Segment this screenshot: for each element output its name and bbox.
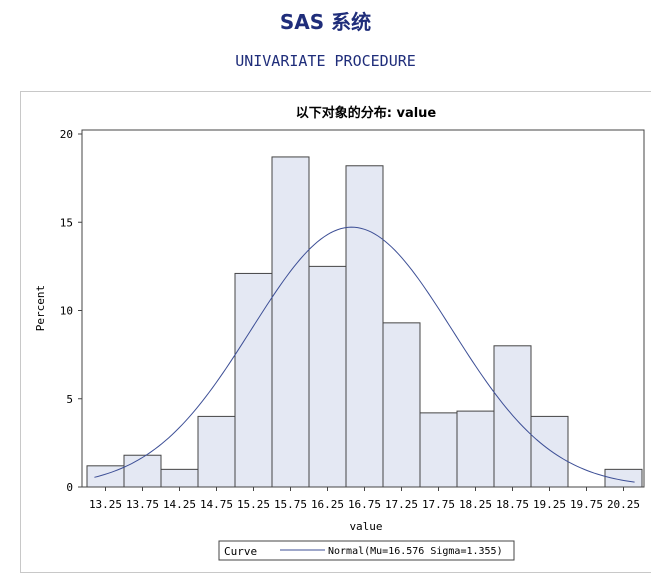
bar-14.25	[160, 468, 199, 488]
x-axis: 13.25 13.75 14.25 14.75 15.25 15.75 16.25 16.75…	[89, 487, 640, 511]
y-tick-label: 10	[60, 305, 73, 318]
x-tick-label: 19.25	[533, 498, 566, 511]
bar-18.25	[456, 410, 495, 488]
y-tick-label: 5	[66, 393, 73, 406]
y-axis: 0 5 10 15 20	[60, 128, 82, 494]
x-tick-label: 17.25	[385, 498, 418, 511]
procedure-title: UNIVARIATE PROCEDURE	[235, 52, 416, 70]
x-tick-label: 20.25	[607, 498, 640, 511]
normal-curve	[94, 226, 635, 483]
bar-17.75	[419, 412, 458, 488]
x-tick-label: 16.75	[348, 498, 381, 511]
x-tick-label: 15.75	[274, 498, 307, 511]
x-axis-label: value	[349, 520, 382, 533]
x-tick-label: 17.75	[422, 498, 455, 511]
chart-title: 以下对象的分布: value	[296, 105, 437, 121]
x-tick-label: 13.25	[89, 498, 122, 511]
x-tick-label: 15.25	[237, 498, 270, 511]
x-tick-label: 19.75	[570, 498, 603, 511]
legend-title: Curve	[224, 545, 257, 558]
x-tick-label: 18.25	[459, 498, 492, 511]
x-tick-label: 13.75	[126, 498, 159, 511]
bar-16.75	[345, 165, 384, 488]
legend: Curve Normal(Mu=16.576 Sigma=1.355)	[218, 540, 515, 561]
x-tick-label: 14.25	[163, 498, 196, 511]
y-tick-label: 0	[66, 481, 73, 494]
x-tick-label: 16.25	[311, 498, 344, 511]
bar-13.75	[123, 454, 162, 488]
legend-box	[218, 540, 515, 561]
x-tick-label: 14.75	[200, 498, 233, 511]
x-tick-label: 18.75	[496, 498, 529, 511]
bar-15.75	[271, 156, 310, 488]
y-axis-label: Percent	[34, 285, 47, 331]
legend-entry: Normal(Mu=16.576 Sigma=1.355)	[328, 546, 503, 557]
system-title: SAS 系统	[279, 10, 372, 34]
bar-13.25	[86, 465, 125, 488]
bars-group	[86, 156, 643, 488]
bar-16.25	[308, 265, 347, 488]
y-tick-label: 20	[60, 128, 73, 141]
bar-19.25	[530, 415, 569, 488]
bar-14.75	[197, 415, 236, 488]
y-tick-label: 15	[60, 216, 73, 229]
bar-17.25	[382, 322, 421, 488]
bar-18.75	[493, 345, 532, 488]
